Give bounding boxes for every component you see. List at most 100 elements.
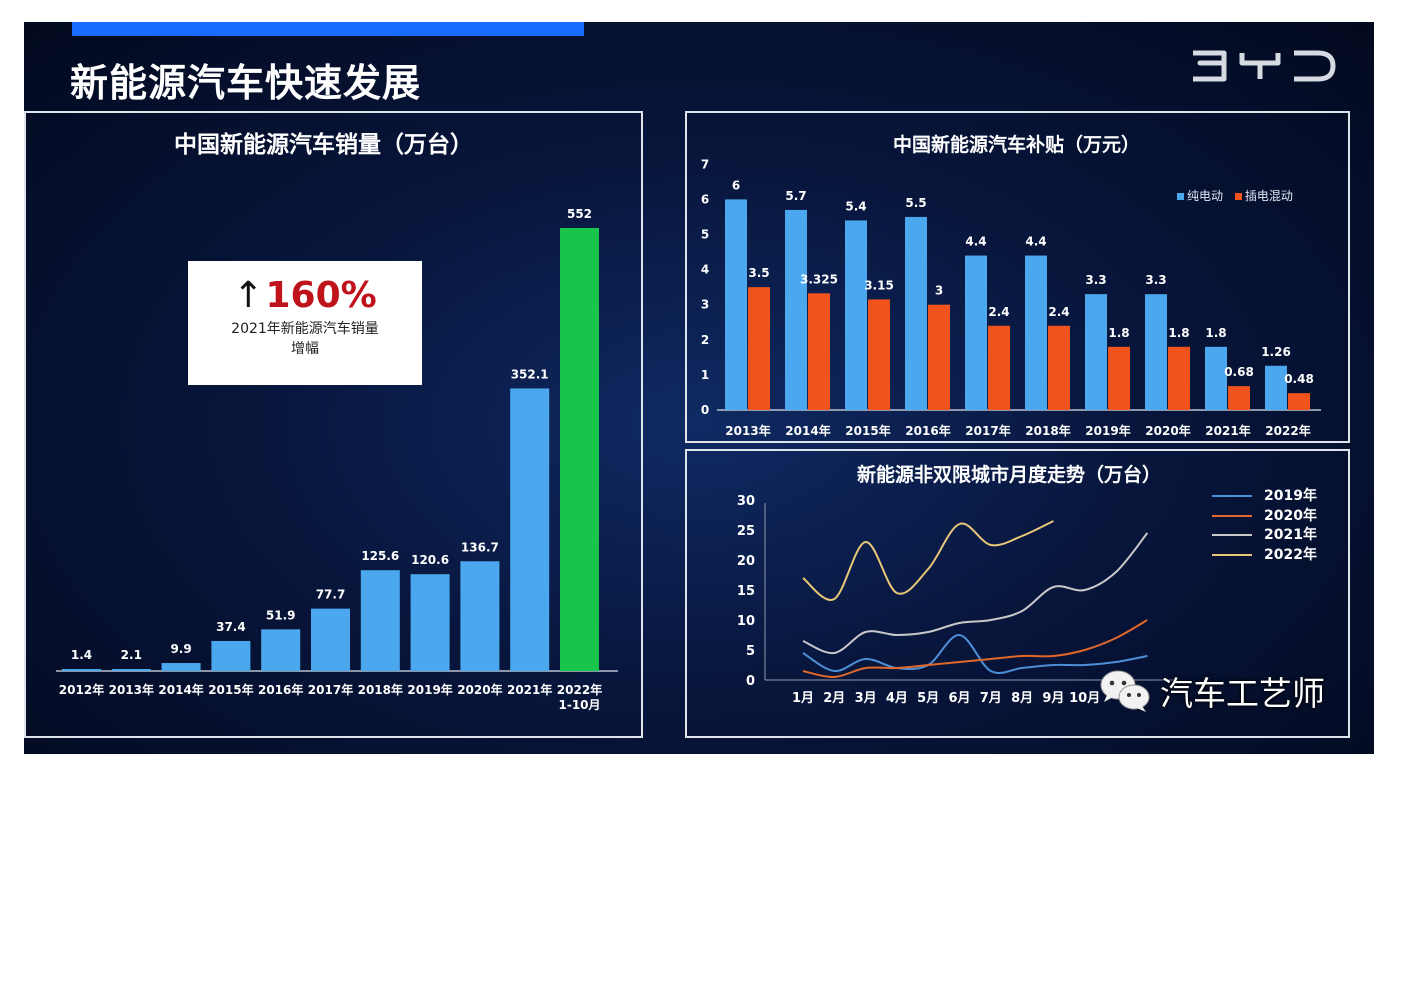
- subsidy-bar-phev: [1228, 386, 1250, 410]
- monthly-line-2019年: [802, 634, 1148, 674]
- sales-bar: [161, 663, 201, 671]
- watermark-text: 汽车工艺师: [1160, 674, 1325, 713]
- monthly-y-tick: 0: [746, 674, 755, 689]
- sales-data-label: 136.7: [461, 540, 499, 554]
- sales-bar: [410, 574, 450, 671]
- sales-data-label: 37.4: [216, 620, 246, 634]
- sales-tick-label: 2012年: [59, 682, 104, 697]
- subsidy-data-label: 5.4: [845, 199, 866, 213]
- monthly-x-tick: 9月: [1042, 691, 1064, 706]
- subsidy-bar-bev: [965, 255, 987, 410]
- sales-tick-label: 2021年: [507, 682, 552, 697]
- sales-bar: [62, 669, 101, 671]
- subsidy-data-label: 3.5: [748, 266, 769, 280]
- monthly-x-tick: 4月: [886, 691, 908, 706]
- sales-bar: [560, 228, 599, 671]
- subsidy-bar-bev: [1265, 365, 1287, 410]
- subsidy-data-label: 2.4: [988, 305, 1009, 319]
- subsidy-x-tick: 2014年: [785, 423, 830, 438]
- subsidy-y-tick: 3: [701, 298, 709, 312]
- sales-data-label: 1.4: [71, 648, 92, 662]
- accent-bar: [72, 22, 584, 36]
- sales-data-label: 552: [567, 207, 592, 221]
- subsidy-x-tick: 2020年: [1145, 423, 1190, 438]
- monthly-line-2022年: [802, 520, 1054, 601]
- subsidy-bar-phev: [928, 304, 950, 410]
- sales-tick-label: 2015年: [208, 682, 253, 697]
- subsidy-data-label: 5.5: [905, 196, 926, 210]
- sales-bar: [510, 388, 550, 671]
- subsidy-x-tick: 2013年: [725, 423, 770, 438]
- sales-chart-title: 中国新能源汽车销量（万台）: [174, 132, 473, 158]
- legend-item-2021: 2021年: [1212, 524, 1317, 544]
- subsidy-y-tick: 6: [701, 192, 709, 206]
- subsidy-bar-bev: [785, 209, 807, 410]
- subsidy-bar-chart: 0 1 2 3 4 5 6 7 6 3.5 2013年 5.7 3.325 2014年 5.4 3.15 201…: [701, 157, 1321, 438]
- monthly-line-2021年: [802, 532, 1149, 655]
- subsidy-data-label: 3.3: [1085, 273, 1106, 287]
- subsidy-data-label: 3.15: [864, 278, 894, 292]
- up-arrow-icon: ↑: [233, 275, 264, 316]
- subsidy-data-label: 3: [935, 284, 943, 298]
- subsidy-y-tick: 1: [701, 368, 709, 382]
- subsidy-data-label: 5.7: [785, 189, 806, 203]
- subsidy-data-label: 1.8: [1205, 326, 1226, 340]
- sales-data-label: 2.1: [121, 648, 142, 662]
- subsidy-y-tick: 2: [701, 333, 709, 347]
- subsidy-bar-bev: [1025, 255, 1047, 410]
- subsidy-bar-bev: [725, 199, 747, 410]
- subsidy-x-tick: 2019年: [1085, 423, 1130, 438]
- monthly-x-tick: 3月: [855, 691, 877, 706]
- subsidy-bar-bev: [905, 216, 927, 410]
- subsidy-y-tick: 0: [701, 403, 709, 417]
- monthly-y-tick: 30: [737, 494, 755, 509]
- subsidy-x-tick: 2018年: [1025, 423, 1070, 438]
- legend-item-2020: 2020年: [1212, 505, 1317, 525]
- monthly-x-tick: 6月: [948, 691, 970, 706]
- sales-tick-label: 2017年: [308, 682, 353, 697]
- sales-tick-label: 2020年: [457, 682, 502, 697]
- legend-swatch-bev: [1177, 193, 1184, 200]
- subsidy-bar-phev: [1048, 325, 1070, 410]
- sales-tick-label: 2018年: [358, 682, 403, 697]
- subsidy-bar-bev: [1145, 294, 1167, 410]
- subsidy-data-label: 1.8: [1168, 326, 1189, 340]
- sales-bar: [311, 608, 350, 671]
- growth-percent: 160%: [265, 275, 377, 316]
- monthly-chart-title: 新能源非双限城市月度走势（万台）: [857, 464, 1162, 486]
- watermark: 汽车工艺师: [1098, 668, 1325, 714]
- sales-bar-chart: 1.4 2012年 2.1 2013年 9.9 2014年 37.4 2015年 51.9 201…: [56, 207, 618, 712]
- monthly-y-tick: 5: [746, 644, 755, 659]
- monthly-x-tick: 5月: [917, 691, 939, 706]
- subsidy-data-label: 1.8: [1108, 326, 1129, 340]
- monthly-y-tick: 15: [737, 584, 755, 599]
- sales-data-label: 125.6: [361, 549, 399, 563]
- subsidy-x-tick: 2021年: [1205, 423, 1250, 438]
- subsidy-data-label: 4.4: [1025, 235, 1046, 249]
- subsidy-y-tick: 4: [701, 263, 709, 277]
- monthly-x-tick: 1月: [792, 691, 814, 706]
- wechat-icon: [1100, 670, 1150, 712]
- growth-caption: 2021年新能源汽车销量增幅: [231, 321, 379, 357]
- sales-tick-label: 2014年: [158, 682, 203, 697]
- subsidy-bar-bev: [1085, 294, 1107, 410]
- sales-data-label: 352.1: [511, 367, 549, 381]
- subsidy-x-tick: 2017年: [965, 423, 1010, 438]
- legend-label-phev: 插电混动: [1244, 189, 1293, 203]
- subsidy-x-tick: 2016年: [905, 423, 950, 438]
- page-title: 新能源汽车快速发展: [70, 61, 422, 105]
- monthly-line-2020年: [802, 619, 1148, 679]
- sales-tick-label: 2022年: [557, 682, 602, 697]
- growth-callout: ↑160% 2021年新能源汽车销量增幅: [188, 261, 422, 385]
- monthly-x-tick: 8月: [1011, 691, 1033, 706]
- legend-label-bev: 纯电动: [1187, 189, 1224, 203]
- sales-data-label: 120.6: [411, 553, 449, 567]
- sales-data-label: 9.9: [170, 642, 191, 656]
- subsidy-y-tick: 5: [701, 228, 709, 242]
- sales-bar: [261, 629, 301, 671]
- subsidy-bar-phev: [1108, 346, 1130, 410]
- legend-item-2019: 2019年: [1212, 485, 1317, 505]
- monthly-x-tick: 2月: [823, 691, 845, 706]
- subsidy-x-tick: 2015年: [845, 423, 890, 438]
- subsidy-x-tick: 2022年: [1265, 423, 1310, 438]
